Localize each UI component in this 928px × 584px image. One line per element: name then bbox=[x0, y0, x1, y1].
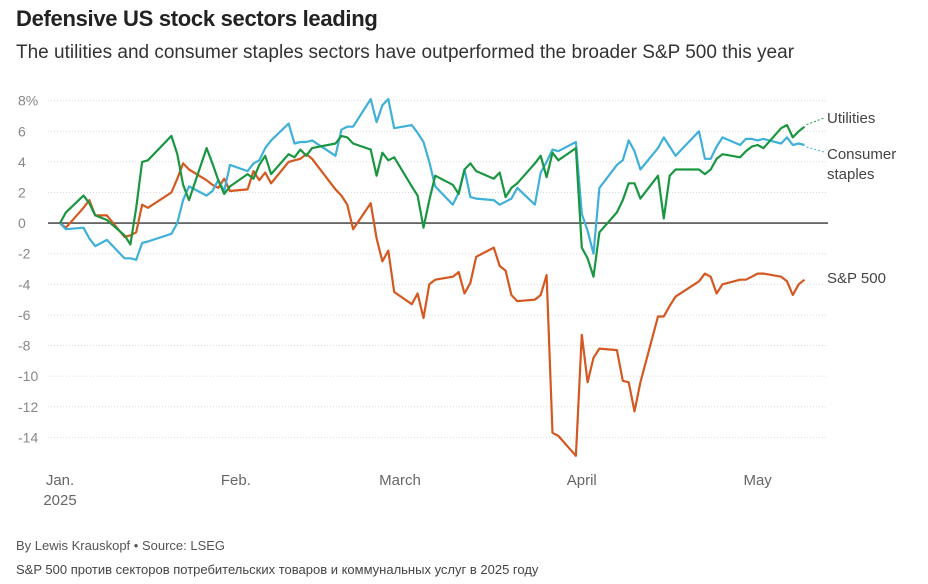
series-lines bbox=[59, 97, 806, 457]
line-chart: 8% 6 4 2 0 -2 -4 -6 -8 -10 -12 -14 Jan. 2025 Feb. Marc… bbox=[18, 93, 896, 509]
series-label-consumer-staples-line2: staples bbox=[827, 166, 875, 183]
chart-subtitle: The utilities and consumer staples secto… bbox=[16, 42, 795, 63]
x-tick-label: March bbox=[379, 472, 421, 489]
series-line-sp500 bbox=[59, 153, 806, 457]
source-credit: By Lewis Krauskopf • Source: LSEG bbox=[16, 538, 226, 553]
x-tick-label: Feb. bbox=[221, 472, 251, 489]
utilities-leader-line bbox=[806, 117, 825, 126]
series-label-utilities: Utilities bbox=[827, 110, 875, 127]
y-tick-label: -14 bbox=[18, 429, 38, 445]
footnote: S&P 500 против секторов потребительских … bbox=[16, 562, 539, 577]
y-tick-label: 8% bbox=[18, 93, 38, 109]
y-tick-label: -8 bbox=[18, 338, 31, 354]
y-axis-ticks: 8% 6 4 2 0 -2 -4 -6 -8 -10 -12 -14 bbox=[18, 93, 38, 446]
chart-title: Defensive US stock sectors leading bbox=[16, 6, 378, 31]
x-tick-label: May bbox=[743, 472, 772, 489]
series-label-consumer-staples: Consumer staples bbox=[827, 146, 896, 183]
y-tick-label: 4 bbox=[18, 154, 26, 170]
series-labels: Utilities Consumer staples S&P 500 bbox=[806, 110, 896, 287]
y-tick-label: 6 bbox=[18, 123, 26, 139]
y-tick-label: -12 bbox=[18, 399, 38, 415]
series-line-utilities bbox=[59, 123, 806, 278]
y-tick-label: -10 bbox=[18, 368, 38, 384]
x-tick-label: Jan. bbox=[46, 472, 74, 489]
x-tick-sublabel: 2025 bbox=[43, 492, 76, 509]
y-tick-label: -2 bbox=[18, 246, 31, 262]
consumer-staples-leader-line bbox=[806, 146, 825, 153]
series-label-sp500: S&P 500 bbox=[827, 270, 886, 287]
y-tick-label: 2 bbox=[18, 184, 26, 200]
x-axis-ticks: Jan. 2025 Feb. March April May bbox=[43, 472, 772, 509]
series-label-consumer-staples-line1: Consumer bbox=[827, 146, 896, 163]
gridlines bbox=[48, 100, 828, 438]
x-tick-label: April bbox=[567, 472, 597, 489]
y-tick-label: -4 bbox=[18, 276, 31, 292]
series-line-consumer-staples bbox=[59, 97, 805, 261]
y-tick-label: 0 bbox=[18, 215, 26, 231]
y-tick-label: -6 bbox=[18, 307, 31, 323]
